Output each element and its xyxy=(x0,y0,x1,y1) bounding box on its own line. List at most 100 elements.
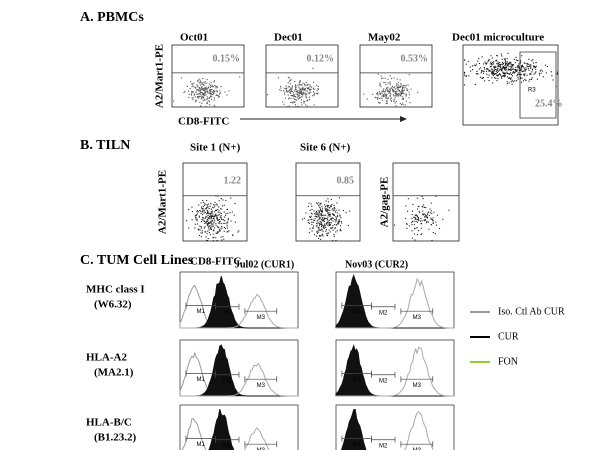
event-dot xyxy=(505,64,507,66)
event-dot xyxy=(295,84,297,86)
label: (B1.23.2) xyxy=(94,432,137,444)
event-dot xyxy=(319,223,321,225)
event-dot xyxy=(472,69,474,71)
event-dot xyxy=(399,95,401,97)
event-dot xyxy=(341,222,343,224)
event-dot xyxy=(426,214,428,216)
event-dot xyxy=(210,218,212,220)
event-dot xyxy=(215,223,217,225)
event-dot xyxy=(315,213,317,215)
event-dot xyxy=(535,68,537,70)
event-dot xyxy=(396,78,398,80)
event-dot xyxy=(320,229,322,232)
event-dot xyxy=(397,95,399,97)
event-dot xyxy=(291,101,293,103)
event-dot xyxy=(206,91,208,93)
event-dot xyxy=(321,219,323,222)
event-dot xyxy=(205,207,208,209)
event-dot xyxy=(219,221,221,223)
event-dot xyxy=(227,218,229,220)
event-dot xyxy=(333,209,335,211)
event-dot xyxy=(438,227,441,230)
event-dot xyxy=(216,217,218,219)
event-dot xyxy=(224,222,226,224)
event-dot xyxy=(214,204,216,206)
event-dot xyxy=(414,218,416,220)
event-dot xyxy=(298,95,300,97)
event-dot xyxy=(295,86,297,88)
event-dot xyxy=(524,75,526,77)
event-dot xyxy=(218,226,220,228)
event-dot xyxy=(502,61,504,63)
event-dot xyxy=(332,240,334,242)
event-dot xyxy=(516,69,518,71)
event-dot xyxy=(220,217,222,219)
event-dot xyxy=(296,96,298,98)
event-dot xyxy=(477,60,479,62)
event-dot xyxy=(551,75,553,77)
event-dot xyxy=(317,215,319,217)
event-dot xyxy=(297,90,299,92)
event-dot xyxy=(214,106,216,108)
event-dot xyxy=(325,210,327,212)
event-dot xyxy=(400,83,402,85)
event-dot xyxy=(213,99,215,101)
event-dot xyxy=(333,235,335,237)
event-dot xyxy=(300,92,303,94)
event-dot xyxy=(293,93,295,96)
event-dot xyxy=(209,87,211,89)
event-dot xyxy=(201,211,203,213)
event-dot xyxy=(340,220,342,223)
event-dot xyxy=(197,86,199,88)
event-dot xyxy=(408,225,410,227)
event-dot xyxy=(289,91,291,93)
event-dot xyxy=(379,102,381,104)
event-dot xyxy=(531,77,533,79)
event-dot xyxy=(328,223,330,225)
event-dot xyxy=(216,216,218,218)
event-dot xyxy=(226,223,228,225)
event-dot xyxy=(518,70,520,72)
event-dot xyxy=(212,86,214,88)
event-dot xyxy=(387,86,389,88)
event-dot xyxy=(219,230,221,232)
event-dot xyxy=(395,93,397,95)
event-dot xyxy=(338,220,340,222)
event-dot xyxy=(386,98,389,100)
event-dot xyxy=(206,98,208,100)
event-dot xyxy=(490,61,492,63)
event-dot xyxy=(332,229,334,231)
plot-frame xyxy=(265,44,339,108)
event-dot xyxy=(394,224,396,226)
event-dot xyxy=(524,78,526,80)
event-dot xyxy=(329,215,331,217)
event-dot xyxy=(330,205,332,207)
event-dot xyxy=(404,85,406,87)
event-dot xyxy=(389,82,391,84)
label: M3 xyxy=(413,448,422,450)
event-dot xyxy=(424,214,426,216)
event-dot xyxy=(405,84,407,86)
event-dot xyxy=(471,65,473,67)
event-dot xyxy=(305,212,307,214)
event-dot xyxy=(214,214,216,216)
event-dot xyxy=(319,204,321,206)
event-dot xyxy=(324,223,326,225)
event-dot xyxy=(385,103,387,105)
event-dot xyxy=(423,204,425,206)
event-dot xyxy=(333,214,335,217)
event-dot xyxy=(321,206,323,208)
event-dot xyxy=(500,70,502,72)
event-dot xyxy=(211,228,213,230)
event-dot xyxy=(331,217,333,219)
event-dot xyxy=(295,99,297,101)
event-dot xyxy=(228,230,230,232)
event-dot xyxy=(503,72,505,74)
event-dot xyxy=(329,215,331,217)
event-dot xyxy=(216,218,218,220)
histogram-frame xyxy=(179,339,299,397)
event-dot xyxy=(389,91,391,93)
event-dot xyxy=(320,218,322,220)
event-dot xyxy=(377,94,379,96)
